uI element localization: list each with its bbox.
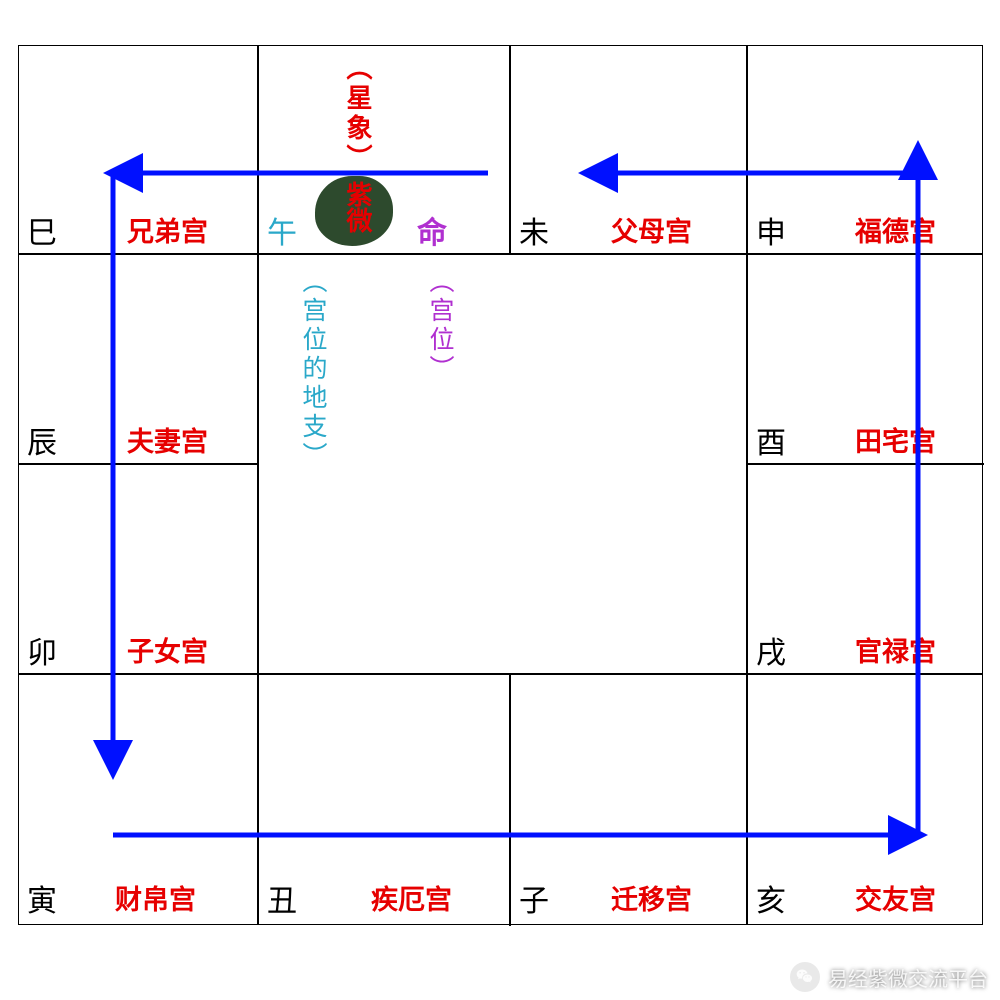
palace-children: 子女宫	[127, 630, 208, 669]
palace-wealth: 财帛宫	[115, 878, 196, 917]
watermark: 易经紫微交流平台	[790, 962, 988, 992]
branch-chen: 辰	[27, 418, 57, 462]
branch-si: 巳	[27, 208, 57, 252]
branch-yin: 寅	[27, 876, 57, 920]
grid-hline	[19, 253, 982, 255]
grid-hline	[19, 463, 257, 465]
branch-mao: 卯	[27, 628, 57, 672]
branch-wu: 午	[267, 208, 297, 252]
star-category-label: （星象）	[339, 54, 376, 174]
grid-hline	[19, 673, 982, 675]
grid-vline	[257, 46, 259, 924]
palace-fortune: 福德宫	[855, 210, 936, 249]
palace-career: 官禄宫	[855, 630, 936, 669]
branch-xu: 戌	[756, 628, 786, 672]
watermark-text: 易经紫微交流平台	[828, 963, 988, 992]
ziwei-chart-grid: （星象） 紫微 巳 兄弟宫 午 命 未 父母宫 申 福德宫 辰 夫妻宫 酉 田宅…	[18, 45, 983, 925]
palace-spouse: 夫妻宫	[127, 420, 208, 459]
star-badge-text: 紫微	[339, 181, 376, 233]
grid-hline	[746, 463, 984, 465]
palace-health: 疾厄宫	[371, 878, 452, 917]
palace-friends: 交友宫	[855, 878, 936, 917]
grid-vline	[746, 46, 748, 924]
branch-wei: 未	[519, 208, 549, 252]
grid-vline	[509, 673, 511, 926]
palace-brothers: 兄弟宫	[127, 210, 208, 249]
center-label-branch: （宫位的地支）	[294, 268, 330, 471]
branch-chou: 丑	[267, 876, 297, 920]
center-label-palace: （宫位）	[421, 268, 457, 384]
branch-you: 酉	[756, 418, 786, 462]
palace-property: 田宅宫	[855, 420, 936, 459]
branch-zi: 子	[519, 876, 549, 920]
palace-parents: 父母宫	[611, 210, 692, 249]
grid-vline	[509, 46, 511, 253]
palace-travel: 迁移宫	[611, 878, 692, 917]
wechat-icon	[790, 962, 820, 992]
branch-shen: 申	[756, 208, 786, 252]
palace-ming: 命	[417, 208, 447, 252]
branch-hai: 亥	[756, 876, 786, 920]
